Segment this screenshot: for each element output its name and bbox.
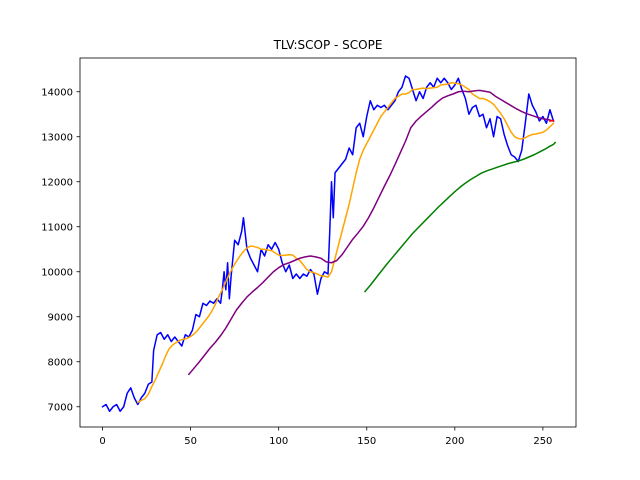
- y-tick-label: 7000: [48, 402, 73, 413]
- y-tick-label: 9000: [48, 312, 73, 323]
- x-tick-label: 200: [445, 436, 464, 447]
- y-tick-label: 10000: [41, 267, 73, 278]
- chart-title: TLV:SCOP - SCOPE: [273, 38, 383, 52]
- series-layer: [101, 75, 557, 412]
- series-line-2: [136, 82, 555, 404]
- x-tick-label: 250: [533, 436, 552, 447]
- plot-frame: [79, 57, 577, 428]
- y-tick-label: 14000: [41, 87, 73, 98]
- y-tick-label: 11000: [41, 222, 73, 233]
- y-tick-label: 13000: [41, 132, 73, 143]
- y-tick-label: 8000: [48, 357, 73, 368]
- series-line-3: [187, 89, 555, 376]
- series-line-1: [101, 75, 555, 412]
- x-tick-label: 150: [357, 436, 376, 447]
- x-tick-label: 100: [269, 436, 288, 447]
- series-line-4: [363, 141, 557, 293]
- y-tick-label: 12000: [41, 177, 73, 188]
- x-tick-label: 50: [184, 436, 197, 447]
- axes-layer: 0 50 100 150 200 250 7000 8000 9000 10000 11000 120…: [41, 57, 577, 447]
- x-tick-label: 0: [99, 436, 105, 447]
